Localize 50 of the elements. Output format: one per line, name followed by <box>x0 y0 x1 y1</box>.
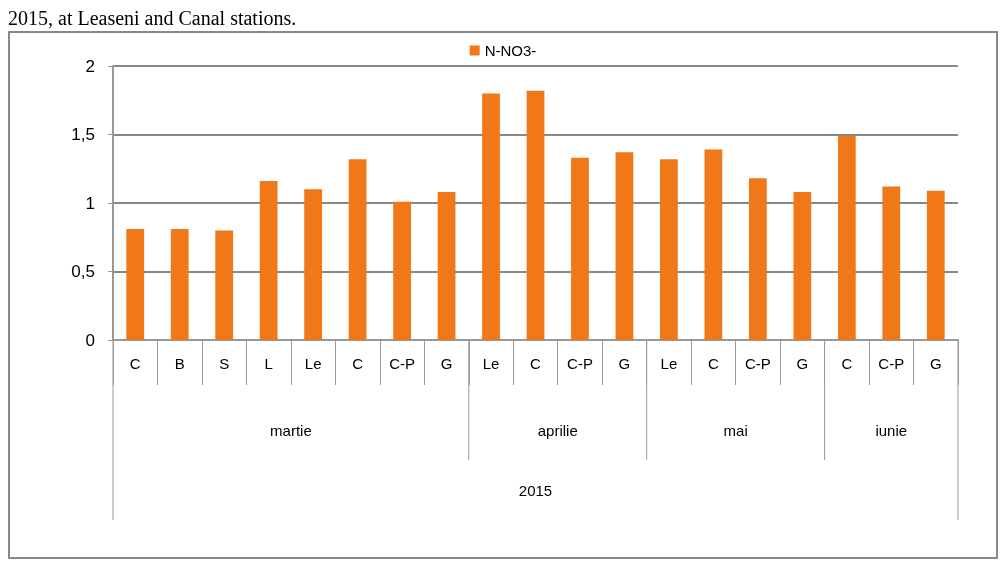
bar <box>437 192 456 340</box>
bar <box>348 159 367 340</box>
x-tick-label: Le <box>304 355 322 372</box>
bar <box>748 178 767 340</box>
bar <box>704 149 723 340</box>
bar <box>215 230 234 340</box>
x-tick-label: C <box>352 355 364 372</box>
bar <box>837 135 856 340</box>
bar <box>660 159 678 340</box>
text: mai <box>723 421 748 439</box>
text: 2015, at Leaseni and Canal stations. <box>8 7 297 29</box>
bar <box>393 201 411 340</box>
x-tick-label: G <box>618 355 631 372</box>
bar <box>526 90 545 340</box>
bar <box>793 192 812 340</box>
text: iunie <box>875 421 908 439</box>
bar <box>926 190 945 340</box>
x-tick-label: Le <box>482 355 500 372</box>
x-tick-label: C-P <box>878 355 905 372</box>
x-tick-label: G <box>440 355 453 372</box>
y-tick-label: 2 <box>85 56 95 76</box>
bar <box>259 181 278 340</box>
legend-label: N-NO3- <box>484 42 537 59</box>
x-tick-label: C-P <box>389 355 415 372</box>
x-tick-label: C <box>707 355 719 372</box>
x-tick-label: S <box>219 355 230 372</box>
x-tick-label: C-P <box>567 355 593 372</box>
bar <box>304 189 323 340</box>
text: 2015 <box>518 481 553 499</box>
x-tick-label: G <box>929 355 942 372</box>
x-tick-label: C <box>530 355 542 372</box>
x-tick-label: B <box>174 355 185 372</box>
text: martie <box>270 421 312 439</box>
x-tick-label: C <box>841 355 853 372</box>
y-tick-label: 1,5 <box>71 125 95 144</box>
bar <box>482 93 500 340</box>
y-tick-label: 1 <box>85 193 95 213</box>
bar <box>615 152 634 340</box>
x-tick-label: L <box>264 355 273 372</box>
bar <box>571 157 589 340</box>
bar <box>882 186 901 340</box>
x-tick-label: C-P <box>744 355 771 372</box>
x-tick-label: G <box>796 355 809 372</box>
x-tick-label: Le <box>660 355 678 372</box>
text: aprilie <box>537 421 578 439</box>
bar <box>126 229 145 340</box>
y-tick-label: 0,5 <box>71 262 95 281</box>
bar <box>170 229 189 340</box>
x-tick-label: C <box>129 355 141 372</box>
y-tick-label: 0 <box>85 330 95 350</box>
